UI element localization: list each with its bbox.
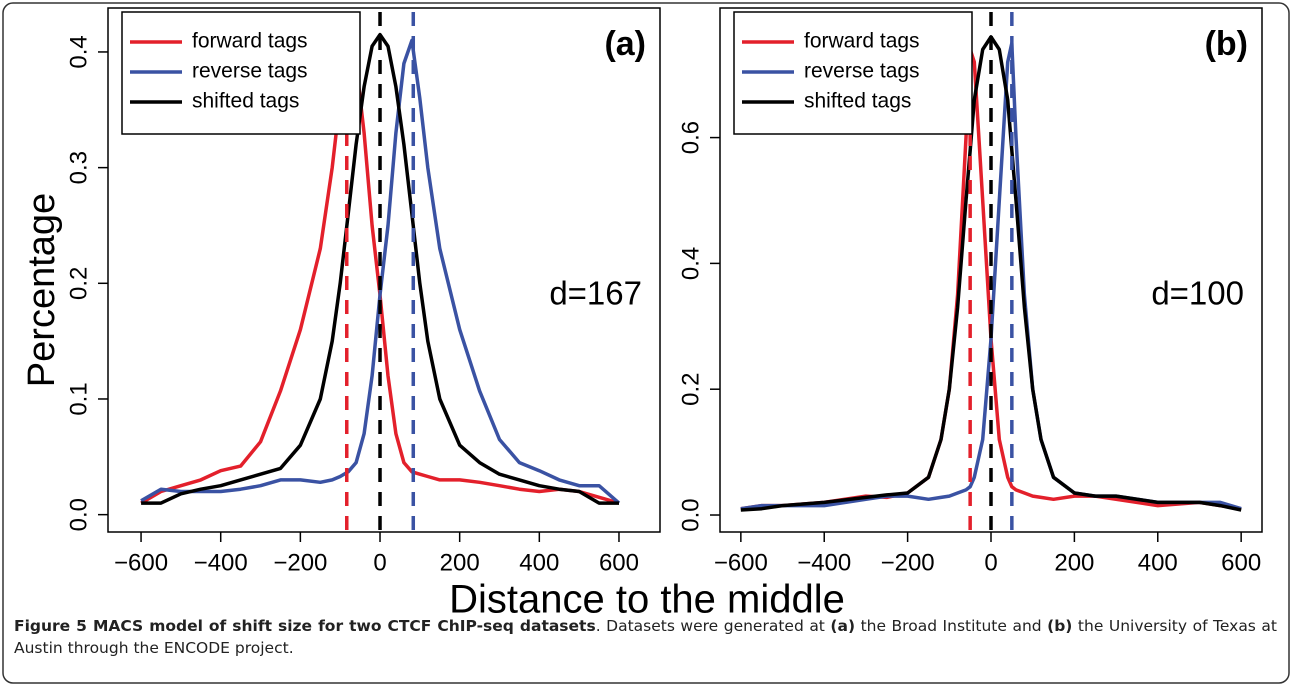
x-axis-label: Distance to the middle: [449, 578, 845, 622]
x-tick-label: 200: [440, 549, 480, 576]
y-tick-label: 0.0: [65, 498, 92, 531]
caption-text: the University of Texas at Austin throug…: [14, 617, 1277, 657]
caption-text: (b): [1047, 617, 1073, 635]
y-axis-label: Percentage: [21, 193, 63, 387]
x-tick-label: 600: [1221, 549, 1261, 576]
caption: Figure 5 MACS model of shift size for tw…: [14, 615, 1277, 659]
panel-label: (a): [604, 25, 646, 63]
panel-label: (b): [1205, 25, 1248, 63]
x-tick-label: 400: [1138, 549, 1178, 576]
y-tick-label: 0.2: [65, 267, 92, 300]
legend-label: forward tags: [192, 30, 308, 53]
series-line: [140, 38, 621, 505]
caption-text: Figure 5 MACS model of shift size for tw…: [14, 617, 596, 635]
x-tick-label: −200: [273, 549, 327, 576]
y-tick-label: 0.0: [677, 498, 704, 531]
series-line: [141, 32, 619, 505]
y-tick-label: 0.4: [65, 35, 92, 68]
caption-text: (a): [830, 617, 856, 635]
x-tick-label: −400: [797, 549, 851, 576]
y-tick-label: 0.3: [65, 151, 92, 184]
annotation: d=167: [549, 275, 642, 312]
x-tick-label: −200: [881, 549, 935, 576]
y-tick-label: 0.6: [677, 121, 704, 154]
legend-label: forward tags: [804, 30, 920, 53]
annotation: d=100: [1151, 275, 1244, 312]
x-tick-label: −600: [114, 549, 168, 576]
plot-box: [107, 7, 661, 533]
x-tick-label: −400: [194, 549, 248, 576]
x-tick-label: 0: [373, 549, 386, 576]
legend-label: shifted tags: [804, 90, 911, 113]
legend-label: shifted tags: [192, 90, 299, 113]
legend-label: reverse tags: [192, 60, 308, 83]
legend-label: reverse tags: [804, 60, 920, 83]
y-tick-label: 0.4: [677, 247, 704, 280]
y-tick-label: 0.1: [65, 382, 92, 415]
y-tick-label: 0.2: [677, 373, 704, 406]
x-tick-label: 600: [599, 549, 639, 576]
x-tick-label: 200: [1054, 549, 1094, 576]
caption-text: the Broad Institute and: [855, 617, 1048, 635]
x-tick-label: 400: [519, 549, 559, 576]
caption-text: . Datasets were generated at: [595, 617, 831, 635]
x-tick-label: −600: [714, 549, 768, 576]
x-tick-label: 0: [984, 549, 997, 576]
